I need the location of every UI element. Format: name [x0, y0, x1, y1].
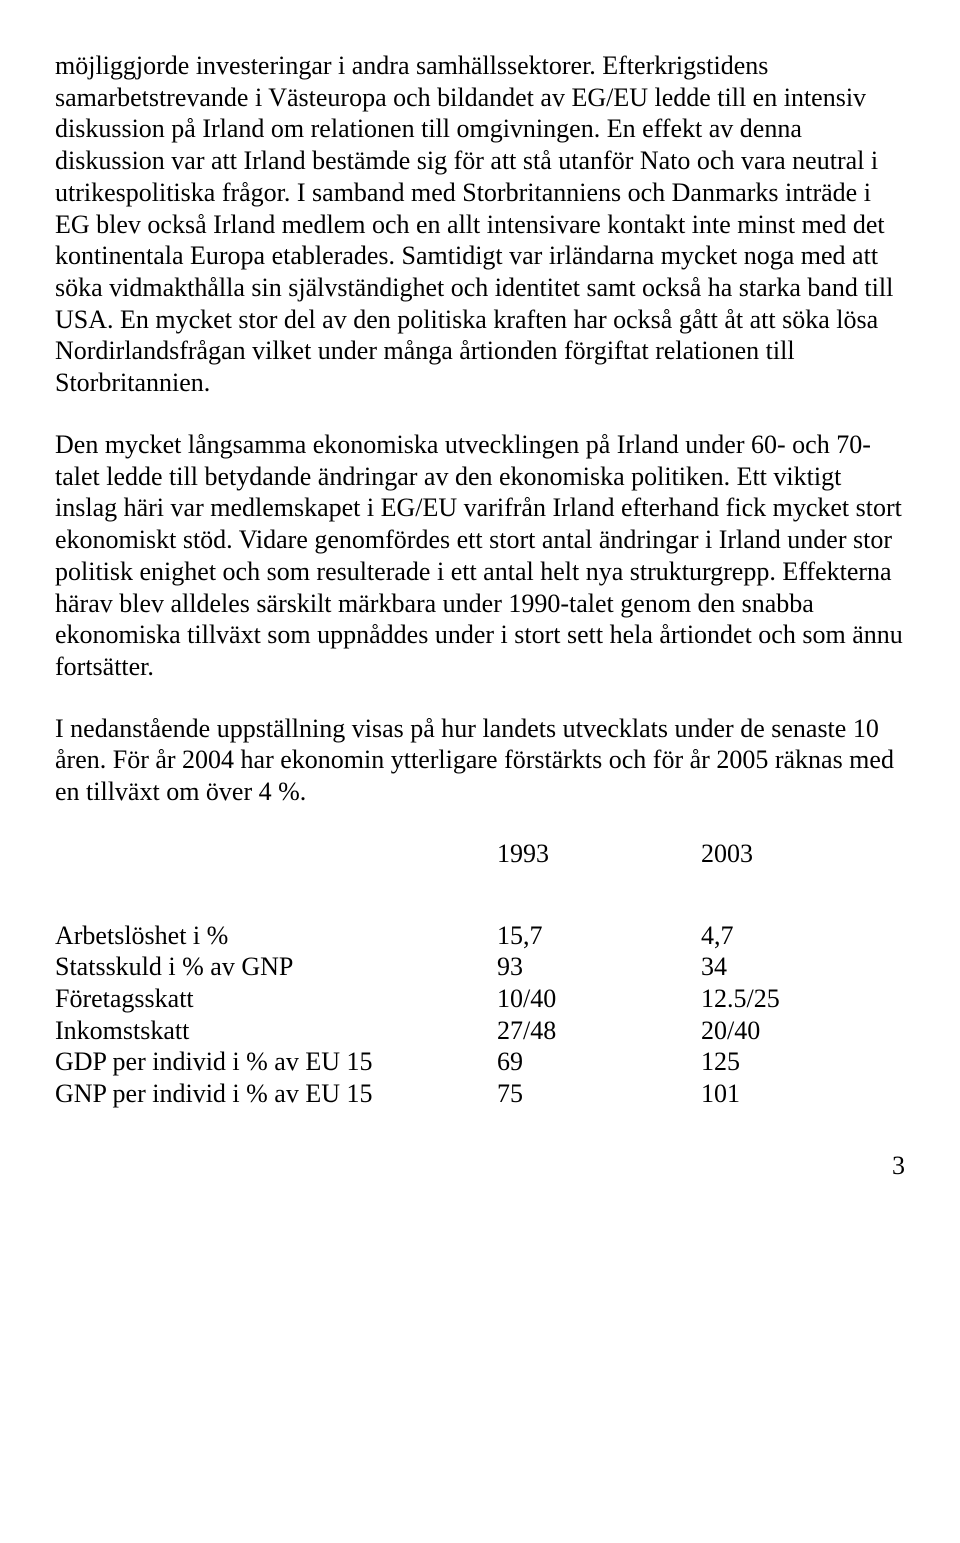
table-cell-label: Företagsskatt [55, 983, 497, 1015]
table-cell-value: 75 [497, 1078, 701, 1110]
table-header-cell [55, 838, 497, 920]
body-paragraph: I nedanstående uppställning visas på hur… [55, 713, 905, 808]
table-cell-label: GNP per individ i % av EU 15 [55, 1078, 497, 1110]
table-cell-value: 125 [701, 1046, 905, 1078]
table-header-cell: 2003 [701, 838, 905, 920]
table-row: GNP per individ i % av EU 15 75 101 [55, 1078, 905, 1110]
table-header-cell: 1993 [497, 838, 701, 920]
table-cell-value: 12.5/25 [701, 983, 905, 1015]
body-paragraph: Den mycket långsamma ekonomiska utveckli… [55, 429, 905, 683]
table-row: Företagsskatt 10/40 12.5/25 [55, 983, 905, 1015]
table-cell-label: Inkomstskatt [55, 1015, 497, 1047]
table-cell-value: 69 [497, 1046, 701, 1078]
table-cell-label: Statsskuld i % av GNP [55, 951, 497, 983]
table-cell-value: 20/40 [701, 1015, 905, 1047]
table-cell-value: 10/40 [497, 983, 701, 1015]
page-number: 3 [55, 1150, 905, 1182]
table-cell-label: GDP per individ i % av EU 15 [55, 1046, 497, 1078]
table-cell-value: 27/48 [497, 1015, 701, 1047]
table-row: GDP per individ i % av EU 15 69 125 [55, 1046, 905, 1078]
table-cell-value: 4,7 [701, 920, 905, 952]
table-cell-label: Arbetslöshet i % [55, 920, 497, 952]
table-row: Arbetslöshet i % 15,7 4,7 [55, 920, 905, 952]
table-cell-value: 93 [497, 951, 701, 983]
economic-table: 1993 2003 Arbetslöshet i % 15,7 4,7 Stat… [55, 838, 905, 1110]
table-row: Statsskuld i % av GNP 93 34 [55, 951, 905, 983]
table-cell-value: 101 [701, 1078, 905, 1110]
table-cell-value: 15,7 [497, 920, 701, 952]
table-row: Inkomstskatt 27/48 20/40 [55, 1015, 905, 1047]
table-cell-value: 34 [701, 951, 905, 983]
body-paragraph: möjliggjorde investeringar i andra samhä… [55, 50, 905, 399]
table-header-row: 1993 2003 [55, 838, 905, 920]
